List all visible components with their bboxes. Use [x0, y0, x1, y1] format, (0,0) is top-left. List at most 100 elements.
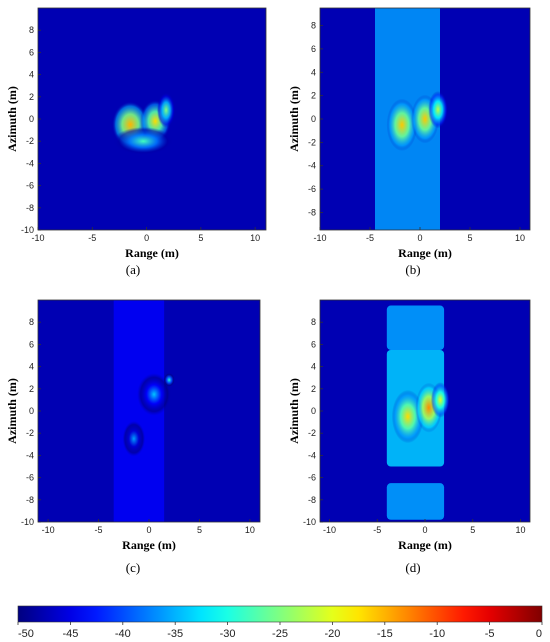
- target-scatter: [122, 420, 146, 457]
- x-tick-label: 5: [470, 525, 475, 535]
- y-tick-label: -6: [308, 473, 316, 483]
- colorbar-tick-label: -5: [485, 628, 495, 640]
- colorbar-tick-label: -50: [18, 628, 34, 640]
- y-tick-label: 6: [311, 44, 316, 54]
- y-tick-label: -10: [21, 225, 34, 235]
- y-axis-label: Azimuth (m): [5, 378, 19, 444]
- x-tick-label: 5: [467, 233, 472, 243]
- y-tick-label: 0: [29, 406, 34, 416]
- panel-caption: (b): [405, 262, 420, 277]
- x-tick-label: 0: [144, 233, 149, 243]
- x-tick-label: 0: [417, 233, 422, 243]
- x-tick-label: -10: [42, 525, 55, 535]
- target-scatter: [112, 126, 174, 156]
- y-tick-label: -10: [303, 517, 316, 527]
- x-tick-label: -10: [323, 525, 336, 535]
- x-tick-label: -5: [88, 233, 96, 243]
- y-tick-label: 2: [29, 384, 34, 394]
- target-scatter: [156, 92, 176, 128]
- y-tick-label: -4: [26, 450, 34, 460]
- y-tick-label: 4: [311, 362, 316, 372]
- x-axis-label: Range (m): [125, 246, 179, 260]
- x-tick-label: -10: [31, 233, 44, 243]
- x-tick-label: 10: [245, 525, 255, 535]
- colorbar-tick-label: -10: [429, 628, 445, 640]
- y-tick-label: 4: [29, 362, 34, 372]
- x-tick-label: 5: [197, 525, 202, 535]
- y-tick-label: -6: [308, 184, 316, 194]
- colorbar-tick-label: -35: [167, 628, 183, 640]
- y-tick-label: -6: [26, 473, 34, 483]
- y-axis-label: Azimuth (m): [5, 86, 19, 152]
- heatmap-area: [320, 300, 530, 522]
- colorbar-gradient: [17, 605, 543, 623]
- y-tick-label: 2: [311, 384, 316, 394]
- colorbar: -50 -45 -40 -35 -30 -25 -20 -15 -10 -5 0: [17, 605, 543, 640]
- y-axis-label: Azimuth (m): [287, 86, 301, 152]
- y-tick-label: 0: [311, 406, 316, 416]
- x-tick-label: -5: [366, 233, 374, 243]
- x-tick-label: 0: [146, 525, 151, 535]
- y-tick-label: 4: [311, 67, 316, 77]
- clutter-segment: [386, 305, 445, 350]
- colorbar-tick-label: -40: [115, 628, 131, 640]
- x-tick-label: -10: [313, 233, 326, 243]
- colorbar-tick-label: 0: [536, 628, 542, 640]
- colorbar-tick-label: -45: [62, 628, 78, 640]
- y-tick-label: -4: [308, 161, 316, 171]
- colorbar-tick-label: -15: [377, 628, 393, 640]
- y-tick-label: -2: [308, 137, 316, 147]
- y-tick-label: -4: [308, 450, 316, 460]
- y-tick-label: 0: [29, 114, 34, 124]
- panel-caption: (a): [126, 262, 140, 277]
- y-tick-label: -2: [26, 136, 34, 146]
- target-scatter: [137, 373, 171, 416]
- y-tick-label: 6: [29, 339, 34, 349]
- y-tick-label: 6: [29, 47, 34, 57]
- colorbar-tick-label: -20: [324, 628, 340, 640]
- x-axis-label: Range (m): [122, 538, 176, 552]
- panel-caption: (c): [126, 560, 140, 575]
- y-tick-label: 8: [311, 21, 316, 31]
- y-tick-label: -2: [308, 428, 316, 438]
- y-tick-label: -8: [308, 495, 316, 505]
- clutter-segment: [386, 483, 445, 520]
- x-axis-label: Range (m): [398, 246, 452, 260]
- x-tick-label: -5: [95, 525, 103, 535]
- y-tick-label: -6: [26, 181, 34, 191]
- y-axis-label: Azimuth (m): [287, 378, 301, 444]
- y-tick-label: -4: [26, 158, 34, 168]
- y-tick-label: 4: [29, 70, 34, 80]
- y-tick-label: 6: [311, 339, 316, 349]
- heatmap-area: [38, 8, 266, 230]
- target-scatter: [430, 382, 450, 418]
- panels: -10 -5 0 5 10 8 6 4 2 0 -2 -4 -6 -8 -10 Range (m) Azimut…: [5, 7, 531, 575]
- target-scatter: [428, 90, 448, 129]
- panel-0: -10 -5 0 5 10 8 6 4 2 0 -2 -4 -6 -8 -10 Range (m) Azimut…: [5, 7, 267, 277]
- x-axis-label: Range (m): [398, 538, 452, 552]
- y-tick-label: -2: [26, 428, 34, 438]
- y-tick-label: -8: [26, 203, 34, 213]
- y-tick-label: 8: [29, 25, 34, 35]
- y-tick-label: 2: [29, 92, 34, 102]
- colorbar-tick-label: -30: [220, 628, 236, 640]
- x-tick-label: -5: [373, 525, 381, 535]
- target-scatter: [163, 372, 175, 388]
- x-tick-label: 10: [250, 233, 260, 243]
- x-tick-label: 10: [515, 525, 525, 535]
- panel-1: -10 -5 0 5 10 8 6 4 2 0 -2 -4 -6 -8 Range (m) Azimuth (…: [287, 7, 531, 277]
- heatmap-area: [38, 300, 260, 522]
- x-tick-label: 10: [515, 233, 525, 243]
- y-tick-label: 2: [311, 91, 316, 101]
- heatmap-area: [320, 8, 530, 230]
- y-tick-label: 0: [311, 114, 316, 124]
- y-tick-label: -10: [21, 517, 34, 527]
- y-tick-label: -8: [26, 495, 34, 505]
- y-tick-label: 8: [29, 317, 34, 327]
- panel-3: -10 -5 0 5 10 8 6 4 2 0 -2 -4 -6 -8 -10 Range (m) Azimut…: [287, 299, 531, 575]
- x-tick-label: 0: [422, 525, 427, 535]
- target-scatter: [386, 98, 418, 152]
- y-tick-label: 8: [311, 317, 316, 327]
- y-tick-label: -8: [308, 207, 316, 217]
